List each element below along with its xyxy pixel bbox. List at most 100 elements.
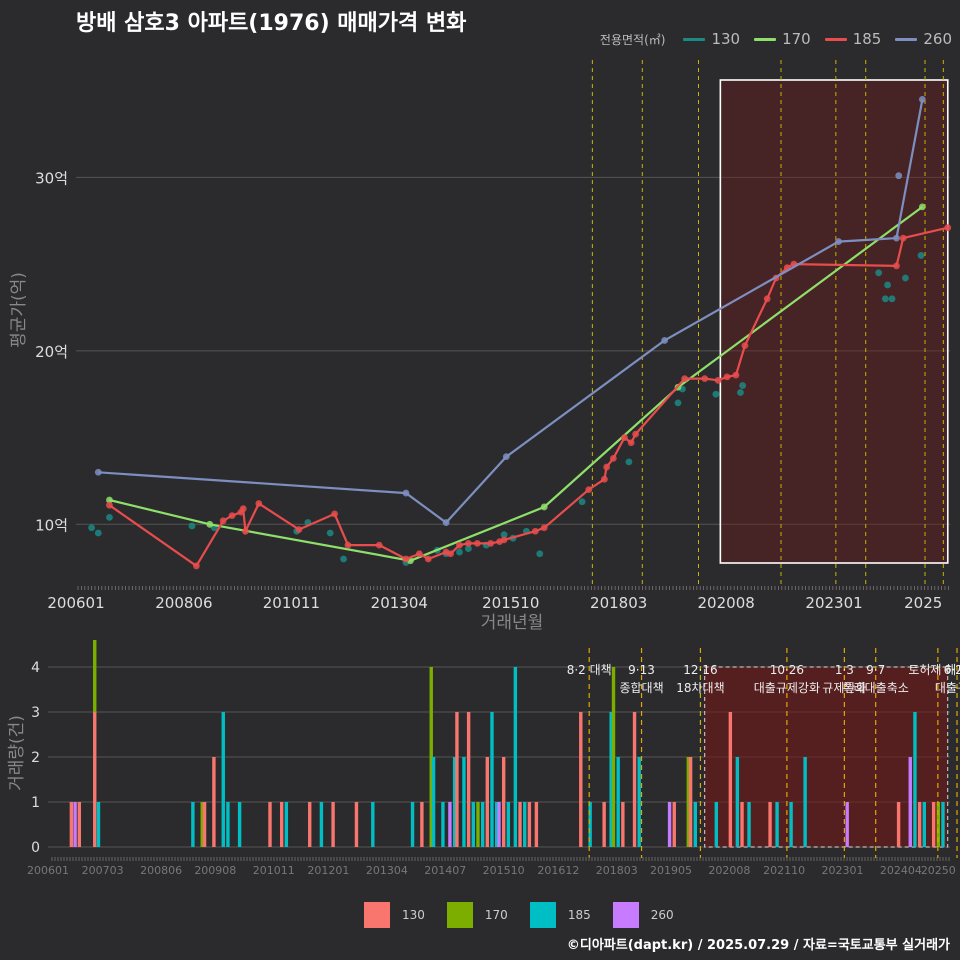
volume-bar-130 [485,757,490,847]
legend-label-130: 130 [711,30,741,48]
data-point-185 [531,527,539,535]
volume-x-tick-label: 202404 [880,864,922,877]
bar-legend-item-260: 260 [612,902,674,928]
volume-x-tick-label: 200601 [27,864,69,877]
data-point-185 [763,295,771,303]
volume-bar-130 [602,802,606,847]
data-point-130 [739,382,747,389]
data-point-185 [603,463,611,471]
legend-item-170: 170 [754,30,811,48]
volume-y-label: 거래량(건) [7,715,27,791]
policy-sublabel: 18차대책 [676,680,724,695]
volume-bar-130 [931,802,936,847]
price-x-tick-label: 2025 [904,594,942,612]
volume-bar-130 [354,802,359,847]
volume-x-tick-label: 202301 [822,864,864,877]
data-point-130 [888,295,896,303]
volume-bar-185 [637,757,641,847]
volume-x-tick-label: 201612 [537,864,579,877]
volume-bar-170 [936,802,941,847]
data-point-130 [902,274,909,282]
volume-bar-130 [672,802,676,847]
volume-bar-260 [667,802,672,847]
policy-label: 토허제 해제 [908,663,960,677]
data-point-130 [881,295,889,303]
data-point-185 [447,550,454,558]
volume-bar-170 [611,667,616,847]
volume-bar-130 [518,802,522,847]
price-x-tick-label: 202301 [805,594,862,612]
volume-bar-185 [410,802,415,847]
volume-x-tick-label: 200908 [194,864,236,877]
data-point-185 [585,486,593,494]
price-x-tick-label: 201510 [482,594,539,612]
data-point-130 [578,498,586,506]
bar-legend-swatch-260 [612,902,639,928]
data-point-185 [344,541,352,549]
volume-bar-130 [268,802,272,847]
data-point-260 [502,453,510,461]
volume-bar-185 [913,712,917,847]
policy-sublabel: 대출규제 [935,681,960,695]
legend-swatch-185 [824,37,847,41]
legend-title: 전용면적(㎡) [599,32,666,47]
price-x-tick-label: 200601 [47,594,104,612]
data-point-185 [228,512,236,520]
data-point-170 [540,503,548,511]
data-point-260 [661,337,669,344]
volume-bar-130 [455,712,459,847]
policy-label: 8·2 대책 [567,662,612,677]
data-point-185 [627,439,635,447]
data-point-260 [835,238,842,245]
volume-bar-185 [941,802,945,847]
volume-bar-185 [609,712,613,847]
volume-x-tick-label: 201803 [596,864,638,877]
volume-x-tick-label: 202008 [708,864,750,877]
data-point-130 [188,522,196,530]
price-x-tick-label: 201011 [263,594,320,612]
volume-y-tick-label: 2 [31,750,40,766]
volume-bar-260 [908,757,912,847]
volume-bar-130 [740,802,744,847]
bar-legend-swatch-185 [529,902,556,928]
volume-bar-260 [497,802,501,847]
volume-bar-130 [527,802,532,847]
volume-bar-130 [279,802,284,847]
data-point-185 [402,555,410,563]
volume-bar-185 [371,802,375,847]
volume-bar-130 [93,712,97,847]
data-point-130 [536,550,544,558]
volume-bar-185 [431,757,436,847]
policy-label: 9·13 [628,663,655,677]
volume-bar-130 [308,802,312,847]
bar-legend-item-185: 185 [529,902,591,928]
volume-y-tick-label: 4 [31,660,40,676]
legend-item-185: 185 [824,30,881,48]
data-point-130 [712,390,720,398]
volume-bar-185 [693,802,697,847]
legend-swatch-170 [754,37,777,41]
volume-bar-130 [768,802,772,847]
legend-item-260: 260 [895,30,952,48]
policy-label: 10·26 [770,663,804,677]
data-point-185 [192,562,200,570]
volume-bar-130 [621,802,625,847]
data-point-185 [465,539,472,547]
volume-bar-185 [452,757,457,847]
volume-bar-185 [789,802,793,847]
volume-bar-130 [420,802,424,847]
policy-sublabel: 특례대출축소 [843,681,909,695]
data-point-185 [601,475,608,483]
volume-bar-185 [191,802,195,847]
volume-y-tick-label: 1 [31,795,40,811]
bar-legend-item-130: 130 [364,902,425,928]
policy-label: 9·7 [866,663,885,677]
data-point-185 [899,234,907,242]
bar-legend-label-185: 185 [567,908,591,922]
price-x-tick-label: 201304 [371,594,428,612]
bar-legend-label-260: 260 [650,908,674,922]
volume-bar-185 [226,802,230,847]
data-point-130 [737,389,744,396]
data-point-185 [741,342,749,350]
volume-bar-130 [202,802,207,847]
